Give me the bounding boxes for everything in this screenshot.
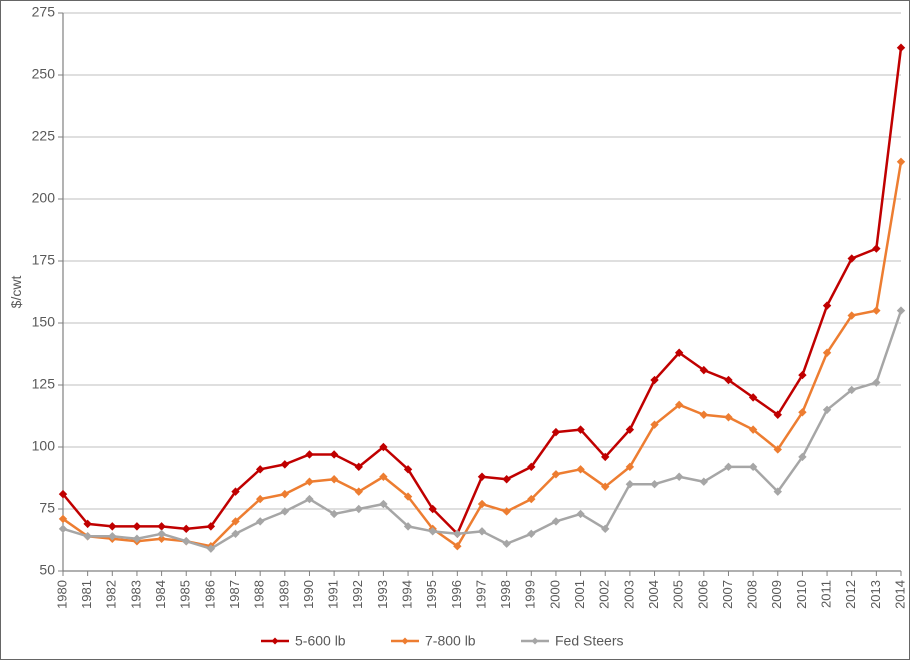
ytick-label: 75	[39, 500, 55, 516]
ytick-label: 225	[32, 128, 56, 144]
ytick-label: 275	[32, 4, 56, 20]
xtick-label: 1981	[79, 580, 94, 609]
legend-label: 5-600 lb	[295, 633, 346, 649]
series-marker	[873, 245, 880, 252]
xtick-label: 2013	[868, 580, 883, 609]
xtick-label: 2000	[547, 580, 562, 609]
ytick-label: 150	[32, 314, 56, 330]
series-marker	[873, 307, 880, 314]
xtick-label: 2012	[843, 580, 858, 609]
xtick-label: 1984	[153, 580, 168, 609]
xtick-label: 1986	[202, 580, 217, 609]
xtick-label: 2002	[597, 580, 612, 609]
legend-label: Fed Steers	[555, 633, 623, 649]
xtick-label: 1994	[399, 580, 414, 609]
xtick-label: 1980	[54, 580, 69, 609]
series-marker	[898, 307, 905, 314]
xtick-label: 1992	[350, 580, 365, 609]
xtick-label: 2007	[720, 580, 735, 609]
series-marker	[109, 523, 116, 530]
xtick-label: 2009	[769, 580, 784, 609]
line-chart: 50 75 100 125 150 175 200 225 250 275 $/cwt 1980 198…	[1, 1, 909, 659]
xtick-label: 2011	[818, 580, 833, 608]
xtick-label: 1982	[104, 580, 119, 609]
xtick-label: 1999	[523, 580, 538, 609]
xtick-label: 2005	[671, 580, 686, 609]
xtick-label: 2014	[892, 580, 907, 609]
ytick-label: 250	[32, 66, 56, 82]
series-marker	[676, 473, 683, 480]
xtick-label: 1989	[276, 580, 291, 609]
series-line	[63, 311, 901, 549]
xtick-label: 1993	[375, 580, 390, 609]
series-marker	[133, 523, 140, 530]
series-marker	[60, 525, 67, 532]
xtick-label: 1988	[252, 580, 267, 609]
ytick-label: 175	[32, 252, 56, 268]
xtick-label: 2004	[646, 580, 661, 609]
xtick-label: 1987	[227, 580, 242, 609]
xtick-label: 2008	[745, 580, 760, 609]
legend-marker	[532, 638, 539, 645]
xtick-label: 1985	[178, 580, 193, 609]
xtick-label: 1983	[128, 580, 143, 609]
xtick-label: 2003	[621, 580, 636, 609]
series-marker	[306, 451, 313, 458]
series-marker	[183, 525, 190, 532]
xtick-label: 1996	[449, 580, 464, 609]
series-marker	[898, 44, 905, 51]
series-marker	[158, 523, 165, 530]
series-marker	[700, 411, 707, 418]
y-axis-title: $/cwt	[8, 276, 24, 309]
xtick-label: 1991	[326, 580, 341, 609]
legend-label: 7-800 lb	[425, 633, 476, 649]
series-marker	[479, 473, 486, 480]
xtick-label: 2006	[695, 580, 710, 609]
xtick-label: 2001	[572, 580, 587, 609]
series-marker	[183, 538, 190, 545]
ytick-label: 50	[39, 562, 55, 578]
series-marker	[281, 461, 288, 468]
series-marker	[898, 158, 905, 165]
series-line	[63, 48, 901, 534]
xtick-label: 2010	[794, 580, 809, 609]
series-marker	[158, 530, 165, 537]
xtick-label: 1997	[473, 580, 488, 609]
xtick-label: 1995	[424, 580, 439, 609]
xtick-label: 1990	[301, 580, 316, 609]
ytick-label: 100	[32, 438, 56, 454]
series-marker	[355, 506, 362, 513]
ytick-label: 200	[32, 190, 56, 206]
xtick-label: 1998	[498, 580, 513, 609]
legend-marker	[272, 638, 279, 645]
series-marker	[651, 481, 658, 488]
ytick-label: 125	[32, 376, 56, 392]
legend-marker	[402, 638, 409, 645]
